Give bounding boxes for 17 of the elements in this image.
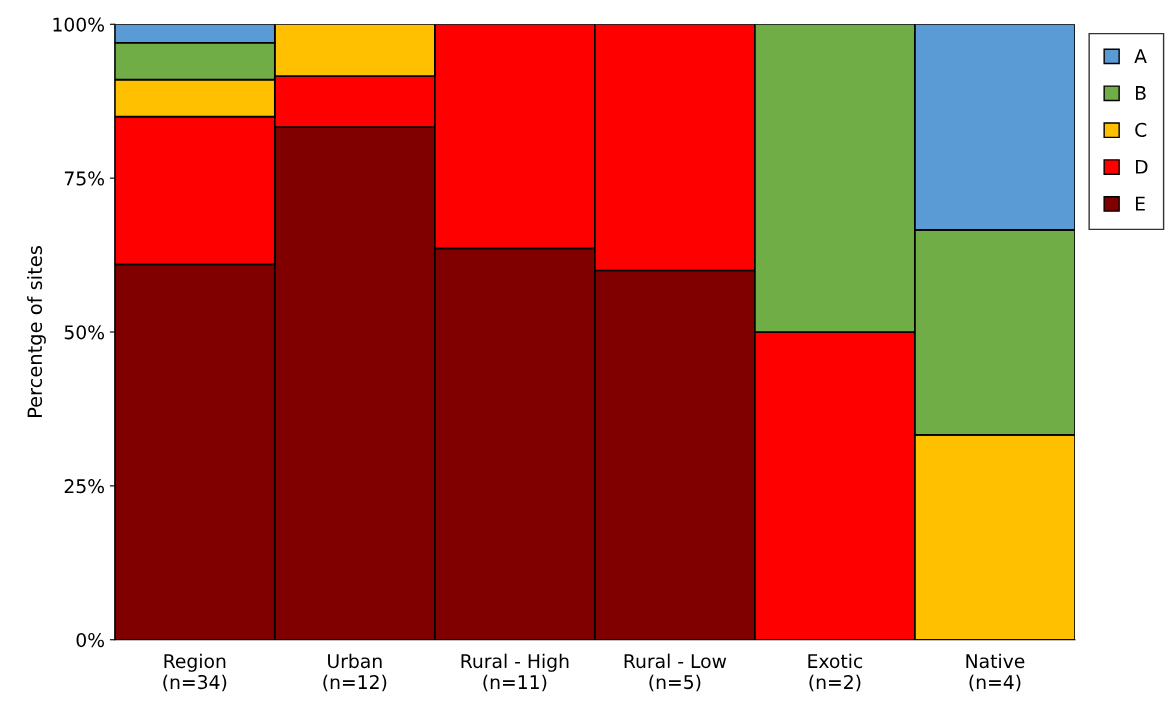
- x-tick-label: Native (n=4): [966, 653, 1025, 692]
- legend-label: C: [1135, 122, 1147, 137]
- y-axis-title: Percentge of sites: [27, 246, 46, 417]
- y-tick-label: 25%: [64, 479, 104, 494]
- legend-label: A: [1134, 49, 1147, 63]
- legend-label: D: [1135, 159, 1148, 174]
- x-tick-label: Region (n=34): [163, 653, 227, 692]
- x-tick-label: Rural - Low (n=5): [624, 653, 727, 692]
- legend-label: B: [1135, 86, 1146, 100]
- legend-label: E: [1135, 196, 1145, 211]
- x-tick-label: Urban (n=12): [323, 653, 387, 692]
- x-tick-label: Exotic (n=2): [808, 653, 863, 692]
- y-tick-label: 100%: [53, 17, 104, 32]
- y-tick-label: 75%: [64, 171, 104, 186]
- y-tick-label: 0%: [76, 632, 104, 648]
- y-tick-label: 50%: [64, 325, 104, 340]
- x-tick-label: Rural - High (n=11): [461, 653, 569, 692]
